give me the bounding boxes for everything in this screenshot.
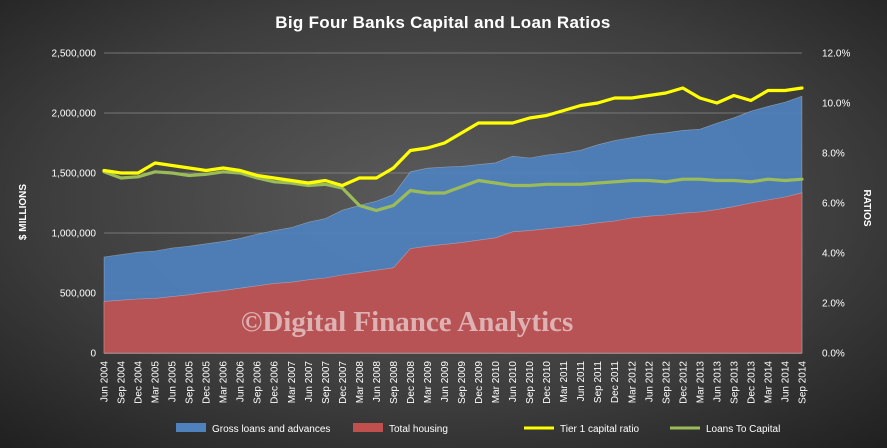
area-series [103, 95, 803, 354]
x-tick-label: Jun 2011 [576, 361, 587, 402]
x-tick-label: Mar 2009 [423, 361, 434, 404]
x-tick-label: Mar 2014 [764, 361, 775, 404]
x-tick-label: Sep 2005 [185, 361, 196, 404]
y-tick-label: 0 [90, 349, 96, 360]
left-axis-title: $ MILLIONS [18, 184, 29, 240]
x-tick-label: Dec 2007 [338, 361, 349, 404]
legend: Gross loans and advances Total housing Tie… [176, 423, 780, 435]
x-tick-label: Sep 2004 [117, 361, 128, 404]
x-tick-label: Sep 2006 [253, 361, 264, 404]
x-tick-label: Dec 2013 [746, 361, 757, 404]
x-tick-label: Jun 2007 [304, 361, 315, 403]
x-tick-label: Sep 2013 [729, 361, 740, 404]
x-tick-label: Dec 2004 [134, 361, 145, 404]
x-tick-label: Sep 2011 [593, 361, 604, 404]
x-tick-label: Dec 2009 [474, 361, 485, 404]
x-tick-label: Mar 2005 [151, 361, 162, 404]
x-tick-label: Mar 2012 [627, 361, 638, 404]
y2-tick-label: 12.0% [822, 49, 850, 60]
y2-tick-label: 2.0% [822, 299, 845, 310]
x-tick-label: Jun 2010 [508, 361, 519, 403]
x-tick-label: Dec 2010 [542, 361, 553, 404]
y-tick-label: 1,000,000 [52, 229, 97, 240]
line-series [102, 86, 804, 213]
y-tick-label: 1,500,000 [52, 169, 97, 180]
total-housing-legend-swatch [353, 423, 383, 432]
x-tick-label: Jun 2012 [644, 361, 655, 403]
y2-tick-label: 0.0% [822, 349, 845, 360]
x-tick-label: Jun 2004 [100, 361, 111, 403]
y-tick-label: 500,000 [60, 289, 97, 300]
x-tick-label: Mar 2006 [219, 361, 230, 404]
x-tick-label: Mar 2008 [355, 361, 366, 404]
right-axis-title: RATIOS [861, 189, 872, 226]
x-tick-label: Sep 2008 [389, 361, 400, 404]
y-tick-label: 2,000,000 [52, 109, 97, 120]
x-axis-ticks: Jun 2004 Sep 2004 Dec 2004 Mar 2005 Jun 2005… [100, 361, 809, 404]
x-tick-label: Jun 2006 [236, 361, 247, 403]
y-tick-label: 2,500,000 [52, 49, 97, 60]
x-tick-label: Sep 2010 [525, 361, 536, 404]
y2-tick-label: 8.0% [822, 149, 845, 160]
x-tick-label: Dec 2006 [270, 361, 281, 404]
x-tick-label: Dec 2011 [610, 361, 621, 404]
x-tick-label: Jun 2008 [372, 361, 383, 403]
x-tick-label: Dec 2012 [678, 361, 689, 404]
right-axis-ticks: 0.0% 2.0% 4.0% 6.0% 8.0% 10.0% 12.0% [822, 49, 850, 360]
chart-title: Big Four Banks Capital and Loan Ratios [275, 13, 610, 32]
watermark: ©Digital Finance Analytics [241, 306, 574, 338]
y2-tick-label: 4.0% [822, 249, 845, 260]
x-tick-label: Jun 2013 [712, 361, 723, 403]
x-tick-label: Mar 2013 [695, 361, 706, 404]
x-tick-label: Mar 2007 [287, 361, 298, 404]
x-tick-label: Sep 2014 [798, 361, 809, 404]
x-tick-label: Mar 2011 [559, 361, 570, 403]
x-tick-label: Dec 2005 [202, 361, 213, 404]
x-tick-label: Sep 2007 [321, 361, 332, 404]
loans-to-capital-line [102, 170, 804, 213]
loans-to-capital-legend-label: Loans To Capital [706, 424, 780, 435]
x-tick-label: Dec 2008 [406, 361, 417, 404]
gross-loans-and-advances-legend-label: Gross loans and advances [212, 424, 330, 435]
x-tick-label: Sep 2012 [661, 361, 672, 404]
x-tick-label: Sep 2009 [457, 361, 468, 404]
y2-tick-label: 6.0% [822, 199, 845, 210]
total-housing-legend-label: Total housing [389, 424, 448, 435]
left-axis-ticks: 0 500,000 1,000,000 1,500,000 2,000,000 2,500… [52, 49, 97, 360]
x-tick-label: Jun 2005 [168, 361, 179, 403]
x-tick-label: Mar 2010 [491, 361, 502, 404]
x-tick-label: Jun 2009 [440, 361, 451, 403]
total-housing-area [103, 192, 803, 354]
tier-1-capital-ratio-legend-label: Tier 1 capital ratio [560, 424, 640, 435]
gross-loans-and-advances-legend-swatch [176, 423, 206, 432]
tier-1-capital-ratio-line [102, 86, 804, 188]
y2-tick-label: 10.0% [822, 99, 850, 110]
x-tick-label: Jun 2014 [781, 361, 792, 403]
